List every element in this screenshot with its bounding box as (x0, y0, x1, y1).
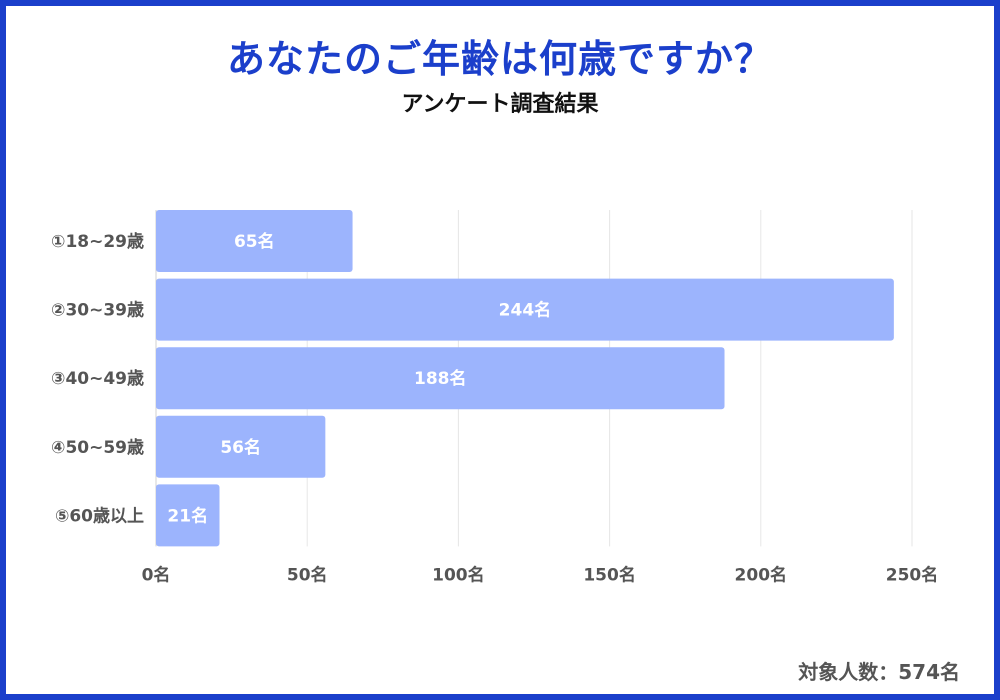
bar (156, 484, 220, 547)
bar (156, 278, 894, 341)
bar-value-label: 65名 (234, 231, 275, 252)
bar (156, 210, 353, 272)
category-label: ④50~59歳 (51, 437, 144, 458)
category-label: ⑤60歳以上 (55, 505, 144, 526)
bar-value-label: 244名 (499, 300, 552, 321)
bar-value-label: 188名 (414, 368, 467, 389)
chart-subtitle: アンケート調査結果 (401, 92, 599, 117)
x-tick-label: 150名 (583, 564, 636, 585)
bar (156, 415, 326, 478)
x-tick-label: 250名 (886, 564, 939, 585)
x-tick-label: 100名 (432, 564, 485, 585)
category-label: ②30~39歳 (51, 300, 144, 321)
category-label: ①18~29歳 (51, 231, 144, 252)
x-tick-label: 0名 (142, 564, 171, 585)
bar-value-label: 21名 (167, 505, 208, 526)
x-tick-label: 200名 (735, 564, 788, 585)
category-label: ③40~49歳 (51, 368, 144, 389)
x-tick-label: 50名 (287, 564, 328, 585)
chart-title: あなたのご年齢は何歳ですか？ (226, 37, 773, 81)
sample-size-note: 対象人数：574名 (798, 660, 960, 684)
bar-value-label: 56名 (220, 437, 261, 458)
bar (156, 347, 725, 410)
